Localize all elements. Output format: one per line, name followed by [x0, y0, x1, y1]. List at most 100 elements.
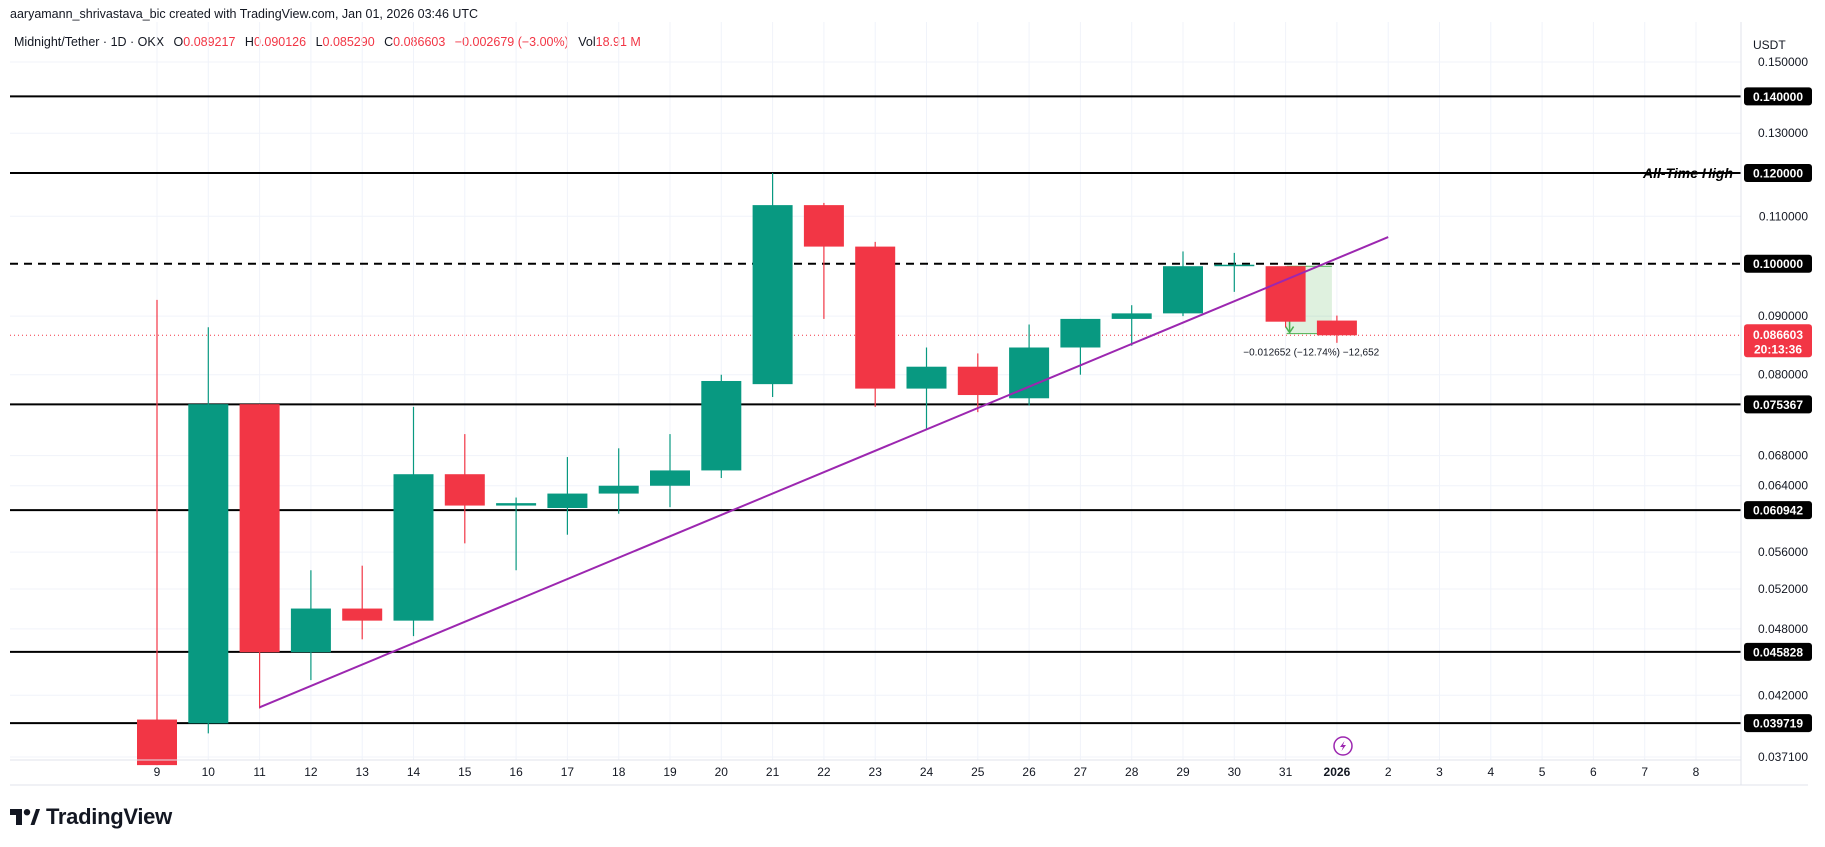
candle-down [444, 474, 485, 506]
x-tick-label: 15 [458, 765, 472, 779]
level-price-label: 0.045828 [1753, 645, 1803, 659]
x-tick-label: 31 [1279, 765, 1293, 779]
x-tick-label: 13 [356, 765, 370, 779]
candle-up [496, 503, 537, 506]
candle-up [1214, 264, 1255, 267]
measure-label: −0.012652 (−12.74%) −12,652 [1243, 348, 1379, 359]
currency-label[interactable]: USDT [1753, 38, 1786, 52]
tradingview-brand[interactable]: TradingView [10, 804, 172, 830]
candle-down [1316, 320, 1357, 336]
trendline [259, 236, 1389, 709]
level-price-label: 0.039719 [1753, 717, 1803, 731]
candle-up [188, 404, 229, 724]
open-label: O [173, 35, 184, 49]
chart-credit: aaryamann_shrivastava_bic created with T… [10, 7, 479, 21]
price-range-measure: −0.012652 (−12.74%) −12,652 [1243, 265, 1380, 359]
last-price-badge [1744, 324, 1812, 358]
symbol-name[interactable]: Midnight/Tether · 1D · OKX [14, 35, 165, 49]
level-price-badge [1744, 501, 1812, 520]
x-tick-label: 22 [817, 765, 831, 779]
x-tick-label: 11 [253, 765, 266, 779]
change-value: −0.002679 (−3.00%) [454, 35, 569, 49]
candle-up [1111, 313, 1152, 319]
symbol-legend: Midnight/Tether · 1D · OKX O0.089217 H 0.… [14, 35, 647, 49]
candle-down [855, 246, 896, 389]
x-tick-label: 10 [202, 765, 216, 779]
level-price-label: 0.060942 [1753, 504, 1803, 518]
volume-label: Vol [578, 35, 596, 49]
candle-up [701, 380, 742, 471]
candles [137, 173, 1357, 766]
measure-arrow-head [1284, 326, 1295, 334]
low-label: L [315, 35, 323, 49]
all-time-high-label: All-Time High [1642, 165, 1733, 181]
x-tick-label: 18 [612, 765, 626, 779]
candle-down [957, 366, 998, 396]
y-tick-label: 0.130000 [1758, 126, 1808, 140]
y-tick-label: 0.110000 [1759, 209, 1808, 223]
y-tick-label: 0.052000 [1758, 582, 1808, 596]
lightning-glyph [1340, 741, 1346, 751]
x-tick-label: 26 [1022, 765, 1036, 779]
level-price-badge [1744, 714, 1812, 733]
x-tick-label: 4 [1487, 765, 1494, 779]
tradingview-logo-icon [10, 809, 40, 825]
x-tick-label: 30 [1228, 765, 1242, 779]
x-tick-label: 12 [304, 765, 318, 779]
level-price-badge [1744, 87, 1812, 106]
x-tick-label: 29 [1176, 765, 1190, 779]
candle-up [1060, 318, 1101, 348]
level-price-badge [1744, 642, 1812, 661]
x-tick-label: 6 [1590, 765, 1597, 779]
x-tick-label: 7 [1641, 765, 1648, 779]
last-price-label: 0.086603 [1753, 328, 1803, 342]
x-tick-label: 9 [154, 765, 161, 779]
y-tick-label: 0.068000 [1758, 449, 1808, 463]
candle-up [1163, 266, 1203, 314]
x-tick-label: 14 [407, 765, 421, 779]
y-tick-label: 0.037100 [1758, 750, 1808, 764]
candle-down [137, 719, 177, 766]
y-tick-label: 0.064000 [1758, 479, 1808, 493]
candle-up [290, 608, 331, 653]
close-value: 0.086603 [393, 35, 446, 49]
y-tick-label: 0.056000 [1758, 545, 1808, 559]
x-tick-label: 25 [971, 765, 985, 779]
price-labels: 0.140000 0.120000 0.100000 0.075367 0.060942… [1744, 87, 1812, 733]
open-value: 0.089217 [183, 35, 236, 49]
countdown-label: 20:13:36 [1754, 342, 1802, 356]
level-price-label: 0.140000 [1753, 90, 1803, 104]
x-tick-label: 19 [663, 765, 677, 779]
x-tick-label: 3 [1436, 765, 1443, 779]
x-tick-label: 20 [715, 765, 729, 779]
x-tick-label: 16 [509, 765, 523, 779]
ascending-trendline [259, 236, 1389, 709]
low-value: 0.085290 [322, 35, 375, 49]
level-price-label: 0.075367 [1753, 398, 1803, 412]
x-tick-label: 21 [766, 765, 780, 779]
candle-down [803, 205, 844, 247]
candle-up [547, 493, 588, 508]
candle-up [598, 485, 639, 494]
close-label: C [384, 35, 394, 49]
x-tick-label: 17 [561, 765, 575, 779]
level-price-badge [1744, 254, 1812, 273]
x-tick-label: 2 [1385, 765, 1392, 779]
candle-up [906, 366, 947, 389]
axes: 9 10 11 12 13 14 15 16 17 18 19 20 21 22 23 24 25 26 27 28 2… [10, 22, 1808, 786]
x-tick-label: 8 [1693, 765, 1700, 779]
candle-down [239, 404, 280, 653]
x-tick-label: 5 [1539, 765, 1546, 779]
x-tick-label: 2026 [1324, 765, 1351, 779]
candle-up [650, 470, 690, 486]
level-price-label: 0.120000 [1753, 167, 1803, 181]
y-tick-label: 0.048000 [1758, 622, 1808, 636]
x-tick-label: 24 [920, 765, 934, 779]
level-price-label: 0.100000 [1753, 257, 1803, 271]
candle-up [1009, 347, 1050, 399]
level-price-badge [1744, 395, 1812, 414]
candle-up [393, 474, 434, 621]
candle-down [1265, 266, 1306, 322]
high-label: H [244, 35, 254, 49]
